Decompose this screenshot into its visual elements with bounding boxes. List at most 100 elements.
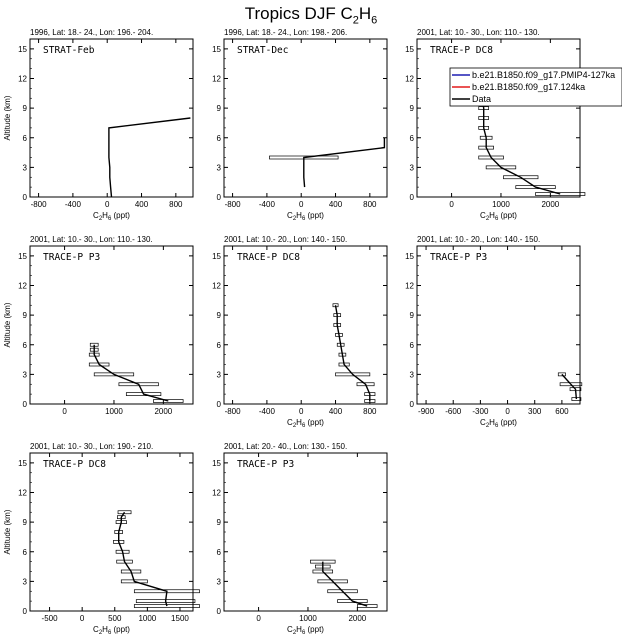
y-tick-label: 12 <box>18 489 27 498</box>
x-tick-label: -800 <box>225 200 242 209</box>
x-tick-label: 0 <box>105 200 110 209</box>
error-bar <box>327 589 358 594</box>
panel-header: 2001, Lat: 20.- 40., Lon: 130.- 150. <box>224 442 347 451</box>
x-tick-label: 1000 <box>138 614 156 623</box>
y-tick-label: 9 <box>23 518 28 527</box>
y-tick-label: 15 <box>405 252 414 261</box>
error-bar <box>559 382 583 387</box>
x-tick-label: 0 <box>256 614 261 623</box>
x-tick-label: -500 <box>42 614 59 623</box>
panel-label: TRACE-P DC8 <box>43 459 106 470</box>
x-tick-label: 600 <box>555 407 569 416</box>
error-bar <box>337 599 368 603</box>
x-tick-label: 2000 <box>154 407 172 416</box>
panel-header: 1996, Lat: 18.- 24., Lon: 198.- 206. <box>224 28 347 37</box>
x-axis-label: C2H6 (ppt) <box>480 418 517 429</box>
x-tick-label: 0 <box>449 200 454 209</box>
x-tick-label: 0 <box>299 200 304 209</box>
panel-label: TRACE-P DC8 <box>237 252 300 263</box>
plot-frame <box>29 38 194 198</box>
y-tick-label: 3 <box>217 163 222 172</box>
x-tick-label: 2000 <box>348 614 366 623</box>
y-tick-label: 3 <box>217 370 222 379</box>
error-bar <box>515 185 556 189</box>
y-tick-label: 9 <box>410 104 415 113</box>
y-tick-label: 15 <box>405 45 414 54</box>
x-tick-label: 0 <box>80 614 85 623</box>
y-tick-label: 6 <box>410 341 415 350</box>
x-tick-label: 2000 <box>541 200 559 209</box>
y-tick-label: 0 <box>410 400 415 409</box>
y-tick-label: 0 <box>23 400 28 409</box>
error-bar <box>357 604 378 608</box>
y-tick-label: 6 <box>23 341 28 350</box>
y-tick-label: 9 <box>217 104 222 113</box>
y-tick-label: 15 <box>18 45 27 54</box>
panel-header: 2001, Lat: 10.- 30., Lon: 110.- 130. <box>417 28 540 37</box>
y-tick-label: 9 <box>410 311 415 320</box>
y-tick-label: 3 <box>410 163 415 172</box>
y-tick-label: 12 <box>405 282 414 291</box>
panel-header: 2001, Lat: 10.- 30., Lon: 110.- 130. <box>30 235 153 244</box>
error-bar <box>485 165 517 170</box>
chart-panel-6: 2001, Lat: 10.- 20., Lon: 140.- 150. 0 3 6 9… <box>405 235 583 429</box>
panel-label: STRAT-Feb <box>43 45 95 56</box>
x-tick-label: 0 <box>299 407 304 416</box>
x-tick-label: 0 <box>505 407 510 416</box>
legend-entry: Data <box>472 94 491 104</box>
y-tick-label: 0 <box>217 193 222 202</box>
data-line <box>108 117 191 198</box>
legend-box <box>449 67 622 107</box>
error-bar <box>153 399 184 403</box>
y-tick-label: 9 <box>217 311 222 320</box>
chart-panel-2: 1996, Lat: 18.- 24., Lon: 198.- 206. 0 3 6 9… <box>212 28 388 222</box>
chart-panel-1: 1996, Lat: 18.- 24., Lon: 196.- 204. 0 3 6 9… <box>3 28 194 222</box>
y-tick-label: 12 <box>212 489 221 498</box>
x-tick-label: 1500 <box>171 614 189 623</box>
y-axis-label: Altitude (km) <box>3 95 12 140</box>
y-tick-label: 12 <box>18 282 27 291</box>
y-tick-label: 9 <box>217 518 222 527</box>
chart-panel-8: 2001, Lat: 20.- 40., Lon: 130.- 150. 0 3 6 9… <box>212 442 388 636</box>
error-bar <box>503 175 539 180</box>
x-tick-label: 400 <box>329 200 343 209</box>
x-tick-label: 400 <box>329 407 343 416</box>
panel-header: 2001, Lat: 10.- 20., Lon: 140.- 150. <box>224 235 347 244</box>
plot-frame <box>223 452 388 612</box>
x-tick-label: -400 <box>65 200 82 209</box>
error-bar <box>317 579 348 584</box>
data-line <box>322 561 368 607</box>
plot-frame <box>416 245 581 405</box>
y-axis-label: Altitude (km) <box>3 302 12 347</box>
chart-panel-3: 2001, Lat: 10.- 30., Lon: 110.- 130. 0 3 6 9… <box>405 28 586 222</box>
y-tick-label: 12 <box>212 282 221 291</box>
x-tick-label: 0 <box>62 407 67 416</box>
chart-panel-5: 2001, Lat: 10.- 20., Lon: 140.- 150. 0 3 6 9… <box>212 235 388 429</box>
error-bar <box>557 372 566 377</box>
x-tick-label: -800 <box>31 200 48 209</box>
y-tick-label: 0 <box>410 193 415 202</box>
y-tick-label: 9 <box>23 104 28 113</box>
data-line <box>93 344 169 402</box>
y-tick-label: 6 <box>23 548 28 557</box>
plot-frame <box>223 245 388 405</box>
error-bar <box>93 372 135 377</box>
y-tick-label: 15 <box>212 45 221 54</box>
x-tick-label: 500 <box>108 614 122 623</box>
chart-panel-4: 2001, Lat: 10.- 30., Lon: 110.- 130. 0 3 6 9… <box>3 235 194 416</box>
y-tick-label: 12 <box>405 75 414 84</box>
y-tick-label: 6 <box>23 134 28 143</box>
plot-frame <box>416 38 581 198</box>
x-tick-label: -900 <box>418 407 435 416</box>
x-tick-label: -600 <box>445 407 462 416</box>
x-tick-label: 1000 <box>299 614 317 623</box>
y-tick-label: 3 <box>23 577 28 586</box>
x-axis-label: C2H6 (ppt) <box>93 625 130 636</box>
y-tick-label: 0 <box>217 607 222 616</box>
y-tick-label: 9 <box>23 311 28 320</box>
y-tick-label: 12 <box>18 75 27 84</box>
y-tick-label: 3 <box>217 577 222 586</box>
panel-header: 2001, Lat: 10.- 20., Lon: 140.- 150. <box>417 235 540 244</box>
x-axis-label: C2H6 (ppt) <box>287 211 324 222</box>
